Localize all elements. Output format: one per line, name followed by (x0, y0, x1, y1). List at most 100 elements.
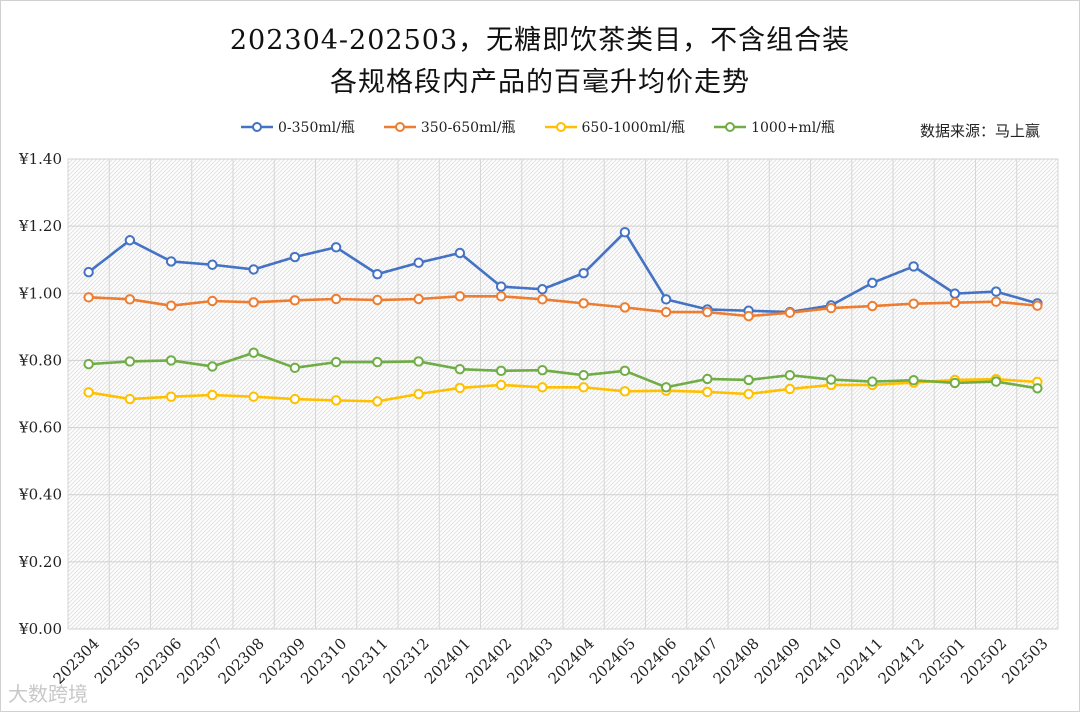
data-point (702, 373, 713, 385)
data-point (83, 266, 94, 278)
data-point (289, 393, 301, 405)
y-tick-label: ¥0.00 (18, 620, 62, 638)
data-point (289, 251, 301, 263)
data-point (165, 300, 177, 311)
series-line-1 (87, 230, 1038, 314)
data-point (949, 377, 961, 389)
data-point (454, 291, 466, 302)
x-tick-label: 202503 (998, 635, 1051, 688)
y-tick-label: ¥0.20 (18, 553, 62, 571)
data-point (1032, 383, 1043, 394)
data-point (660, 306, 672, 318)
data-point (619, 226, 631, 238)
legend-item: 650-1000ml/瓶 (544, 117, 686, 137)
data-point (372, 356, 383, 368)
data-point (207, 259, 218, 270)
data-point (578, 298, 589, 309)
data-point (537, 364, 548, 376)
data-point (330, 395, 342, 406)
data-point (619, 365, 631, 377)
data-point (83, 358, 94, 370)
data-point (83, 292, 94, 303)
data-point (702, 386, 713, 398)
legend-label: 650-1000ml/瓶 (581, 120, 686, 136)
data-point (578, 267, 589, 279)
data-point (124, 235, 136, 246)
data-point (207, 389, 218, 401)
chart-title-line2: 各规格段内产品的百毫升均价走势 (330, 67, 750, 98)
y-tick-label: ¥1.20 (18, 217, 62, 235)
data-point (248, 391, 259, 402)
data-point (784, 370, 796, 381)
data-point (908, 375, 919, 386)
legend-marker-icon (544, 122, 577, 132)
data-point (743, 310, 754, 322)
legend-marker-icon (714, 122, 747, 132)
data-point (454, 382, 466, 394)
data-point (289, 362, 301, 374)
data-point (908, 298, 919, 309)
data-point (207, 295, 218, 307)
data-point (908, 261, 919, 272)
data-point (660, 382, 672, 393)
data-point (165, 391, 177, 402)
legend-label: 350-650ml/瓶 (420, 120, 516, 136)
data-point (619, 386, 631, 397)
data-point (702, 306, 713, 318)
legend-marker-icon (241, 122, 273, 132)
data-point (537, 284, 548, 295)
data-point (990, 376, 1002, 387)
data-point (330, 293, 342, 305)
data-point (372, 268, 383, 280)
data-point (330, 242, 342, 253)
data-point (578, 370, 589, 381)
data-point (867, 376, 878, 387)
data-point (413, 257, 424, 268)
data-point (825, 374, 837, 385)
data-point (248, 264, 259, 275)
chart-title-line1: 202304-202503，无糖即饮茶类目，不含组合装 (229, 25, 851, 56)
legend-item: 350-650ml/瓶 (383, 117, 516, 137)
data-point (1032, 300, 1043, 311)
data-point (537, 382, 548, 393)
data-point (124, 393, 136, 405)
chart-legend: 0-350ml/瓶 350-650ml/瓶 650-1000ml/瓶 1000+ml/… (240, 116, 863, 138)
legend-item: 1000+ml/瓶 (713, 117, 835, 137)
data-point (619, 302, 631, 313)
y-tick-label: ¥0.40 (18, 486, 62, 504)
series-line-2 (88, 295, 1038, 318)
data-point (949, 288, 961, 299)
data-point (495, 291, 507, 302)
data-point (207, 361, 218, 372)
legend-item: 0-350ml/瓶 (240, 117, 355, 137)
data-point (165, 256, 177, 267)
data-point (743, 388, 754, 400)
legend-label: 1000+ml/瓶 (751, 120, 835, 136)
data-point (289, 295, 301, 306)
data-point (537, 294, 548, 305)
data-point (495, 365, 507, 377)
data-point (660, 294, 672, 305)
data-point (867, 277, 878, 289)
data-point (495, 379, 507, 391)
data-point (825, 302, 837, 314)
legend-marker-icon (383, 122, 416, 132)
data-point (949, 297, 961, 308)
data-point (372, 294, 383, 306)
y-tick-label: ¥0.80 (18, 351, 62, 369)
data-point (743, 374, 754, 386)
data-point (248, 297, 259, 308)
series-line-4 (88, 351, 1038, 390)
data-point (372, 396, 383, 407)
data-point (454, 363, 466, 375)
watermark-text: 大数跨境 (8, 682, 88, 706)
data-point (867, 300, 878, 312)
series-line-3 (88, 377, 1038, 403)
y-tick-label: ¥1.40 (18, 150, 62, 168)
data-point (454, 247, 466, 259)
data-point (413, 356, 424, 367)
y-tick-label: ¥1.00 (18, 284, 62, 302)
data-point (413, 388, 424, 400)
data-source-note: 数据来源：马上赢 (919, 122, 1040, 140)
